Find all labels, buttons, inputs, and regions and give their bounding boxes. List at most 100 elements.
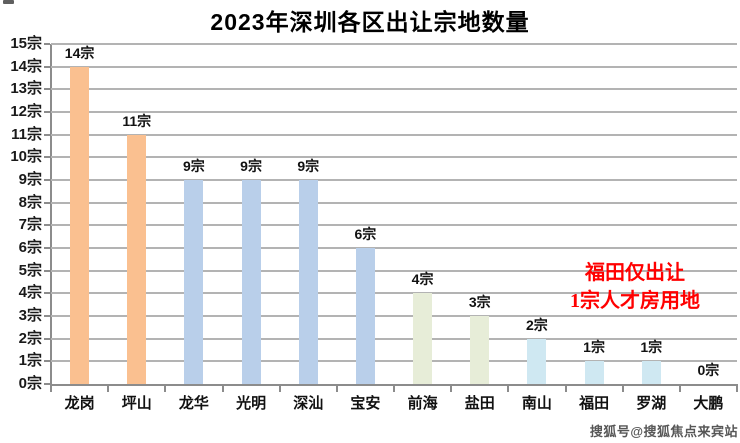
x-axis-line — [50, 384, 738, 386]
y-tick-label: 3宗 — [18, 307, 42, 324]
y-axis-tick — [44, 224, 50, 227]
bar-value-label: 1宗 — [640, 339, 663, 356]
bar-value-label: 14宗 — [64, 44, 95, 61]
x-axis-tick — [164, 386, 167, 392]
x-axis-tick — [278, 386, 281, 392]
bar-value-label: 2宗 — [526, 316, 548, 333]
y-axis-tick — [44, 247, 50, 249]
x-category-label: 光明 — [236, 395, 267, 412]
x-axis-tick — [736, 386, 738, 392]
y-tick-label: 0宗 — [18, 375, 42, 392]
y-tick-label: 2宗 — [18, 329, 42, 347]
bar-龙华 — [184, 180, 204, 384]
y-axis-tick — [44, 43, 50, 45]
y-axis-tick — [44, 156, 50, 159]
y-tick-label: 14宗 — [10, 57, 42, 75]
gridline — [51, 156, 737, 159]
gridline — [51, 111, 737, 113]
gridline — [51, 179, 737, 181]
bar-南山 — [527, 338, 547, 384]
gridline — [51, 315, 737, 317]
y-axis-tick — [44, 337, 50, 340]
x-axis-tick — [678, 386, 681, 392]
bar-value-label: 0宗 — [697, 362, 720, 378]
bar-value-label: 6宗 — [354, 226, 377, 242]
gridline — [51, 337, 737, 340]
x-axis-tick — [107, 386, 110, 392]
y-tick-label: 4宗 — [18, 284, 42, 302]
x-axis-tick — [450, 386, 453, 392]
y-tick-label: 15宗 — [10, 35, 42, 52]
x-category-label: 福田 — [579, 395, 610, 412]
y-axis-tick — [44, 133, 50, 136]
chart-annotation: 福田仅出让 1宗人才房用地 — [543, 259, 727, 315]
bar-光明 — [241, 180, 261, 384]
x-axis-tick — [507, 386, 510, 392]
bar-罗湖 — [641, 361, 661, 384]
bar-value-label: 9宗 — [183, 158, 205, 174]
gridline — [51, 65, 737, 68]
y-tick-label: 7宗 — [18, 216, 42, 234]
bar-盐田 — [470, 316, 490, 384]
x-category-label: 大鹏 — [693, 395, 724, 412]
x-axis-tick — [621, 386, 624, 392]
y-axis-tick — [44, 292, 50, 295]
x-category-label: 龙华 — [178, 395, 209, 412]
y-tick-label: 10宗 — [10, 148, 42, 166]
x-category-label: 深汕 — [293, 395, 324, 412]
gridline — [51, 292, 737, 295]
bar-value-label: 9宗 — [240, 158, 262, 174]
bar-坪山 — [127, 134, 147, 384]
x-category-label: 前海 — [407, 395, 438, 412]
y-axis-tick — [44, 383, 50, 385]
y-axis-tick — [44, 179, 50, 181]
y-tick-label: 8宗 — [18, 193, 42, 211]
y-tick-label: 13宗 — [10, 80, 42, 98]
y-tick-label: 11宗 — [11, 125, 42, 143]
bar-福田 — [584, 361, 604, 384]
x-category-label: 龙岗 — [64, 395, 95, 412]
x-category-label: 宝安 — [350, 395, 381, 412]
gridline — [51, 201, 737, 204]
y-axis-tick — [44, 269, 50, 272]
y-tick-label: 9宗 — [18, 171, 42, 188]
bar-value-label: 3宗 — [468, 294, 491, 310]
y-axis-tick — [44, 111, 50, 113]
y-axis-tick — [44, 201, 50, 204]
bar-深汕 — [298, 180, 318, 384]
bar-value-label: 4宗 — [411, 271, 434, 288]
bar-宝安 — [355, 248, 375, 384]
watermark-text: 搜狐号@搜狐焦点来宾站 — [589, 424, 738, 439]
y-axis-tick — [44, 65, 50, 68]
x-axis-tick — [335, 386, 338, 392]
gridline — [51, 224, 737, 227]
bar-龙岗 — [70, 66, 90, 384]
corner-artifact — [3, 0, 14, 4]
x-category-label: 南山 — [521, 395, 552, 412]
x-axis-tick — [50, 386, 52, 392]
plot-area: 0宗 1宗 2宗 3宗 4宗 5宗 6宗 7宗 8宗 9宗 10宗 11宗 12宗 13宗 14宗 15宗 14… — [10, 36, 738, 412]
gridline — [51, 269, 737, 272]
y-axis-tick — [44, 88, 50, 91]
annotation-line-2: 1宗人才房用地 — [570, 290, 700, 312]
y-tick-label: 12宗 — [10, 103, 42, 120]
x-axis-tick — [393, 386, 395, 392]
bar-前海 — [413, 293, 433, 384]
x-axis-tick — [221, 386, 224, 392]
y-axis-tick — [44, 315, 50, 317]
bar-value-label: 1宗 — [583, 339, 605, 356]
bar-value-label: 11宗 — [122, 112, 152, 129]
chart-title: 2023年深圳各区出让宗地数量 — [210, 9, 530, 35]
x-category-label: 坪山 — [121, 395, 152, 412]
gridline — [51, 88, 737, 91]
gridline — [51, 133, 737, 136]
y-tick-label: 5宗 — [18, 261, 42, 279]
y-axis-tick — [44, 360, 50, 363]
gridline — [51, 43, 737, 45]
y-tick-label: 1宗 — [18, 352, 42, 370]
y-tick-label: 6宗 — [18, 239, 42, 256]
x-category-label: 罗湖 — [636, 395, 667, 412]
x-axis-tick — [564, 386, 567, 392]
annotation-line-1: 福田仅出让 — [585, 262, 685, 284]
